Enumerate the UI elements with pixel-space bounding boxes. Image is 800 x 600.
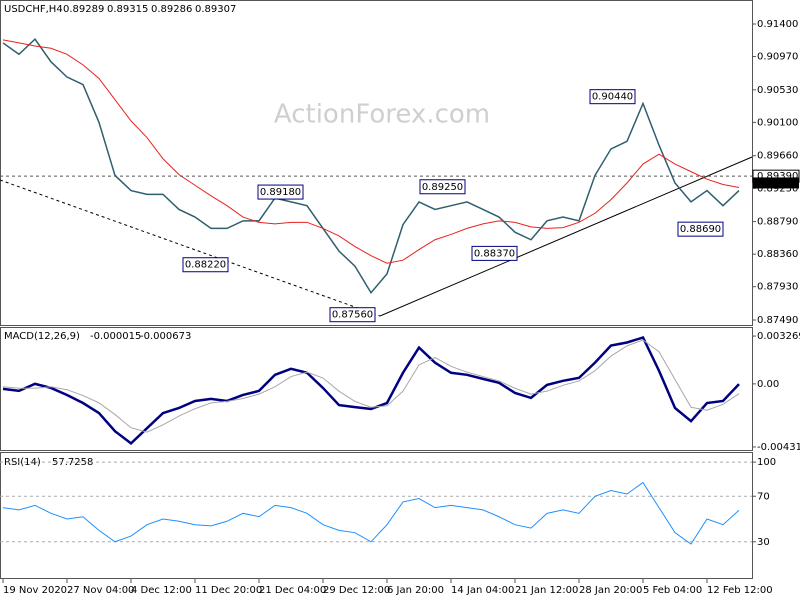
annotation-label: 0.90440 [592, 92, 633, 103]
annotation-box [419, 179, 466, 195]
y-tick-label: 0.87490 [757, 315, 798, 326]
x-tick-label: 21 Jan 12:00 [515, 585, 578, 596]
y-tick-label: 0.90970 [757, 52, 798, 63]
series-line [2, 481, 740, 545]
macd-title: MACD(12,26,9) [4, 331, 80, 342]
y-tick-label: 0.87930 [757, 282, 798, 293]
y-tick-label: 30 [757, 537, 770, 548]
level-label: 0.89390 [757, 171, 798, 182]
price-panel [0, 0, 753, 326]
annotation-label: 0.87560 [332, 310, 373, 321]
x-tick-label: 11 Dec 20:00 [195, 585, 262, 596]
signal-value: -0.000673 [140, 331, 191, 342]
y-tick-label: 0.90530 [757, 85, 798, 96]
annotation-box [471, 245, 518, 261]
annotation-box [257, 184, 304, 200]
annotation-label: 0.88370 [474, 248, 515, 259]
macd-panel [0, 327, 753, 451]
last-price-label: 0.89307 [757, 178, 798, 189]
annotation-label: 0.89250 [422, 182, 463, 193]
y-tick-label: 0.88790 [757, 217, 798, 228]
y-tick-label: 0.00 [757, 379, 779, 390]
y-tick-label: 0.89660 [757, 151, 798, 162]
symbol: USDCHF,H4 [4, 4, 63, 15]
annotation-box [589, 89, 636, 105]
x-tick-label: 14 Jan 04:00 [451, 585, 514, 596]
annotation-box [329, 307, 376, 323]
rsi-title: RSI(14) [4, 457, 41, 468]
low: 0.89286 [151, 4, 192, 15]
rsi-panel [0, 452, 753, 579]
annotation-box [182, 257, 229, 273]
series-line [2, 336, 740, 446]
y-tick-label: 100 [757, 457, 776, 468]
x-tick-label: 5 Feb 04:00 [643, 585, 702, 596]
y-tick-label: -0.004316 [757, 442, 800, 453]
annotation-label: 0.89180 [260, 187, 301, 198]
y-tick-label: 0.91400 [757, 19, 798, 30]
y-tick-label: 70 [757, 491, 770, 502]
series-line [2, 37, 740, 295]
y-tick-label: 0.003269 [757, 331, 800, 342]
x-tick-label: 29 Dec 12:00 [323, 585, 390, 596]
series-line [2, 339, 740, 433]
y-tick-label: 0.90100 [757, 117, 798, 128]
annotation-label: 0.88220 [185, 260, 226, 271]
watermark: ActionForex.com [274, 100, 490, 130]
macd-value: -0.000015 [90, 331, 141, 342]
close: 0.89307 [195, 4, 236, 15]
high: 0.89315 [107, 4, 148, 15]
x-tick-label: 19 Nov 2020 [3, 585, 67, 596]
last-price-box [753, 177, 799, 189]
annotation-label: 0.88690 [680, 224, 721, 235]
x-tick-label: 12 Feb 12:00 [707, 585, 773, 596]
x-tick-label: 4 Dec 12:00 [131, 585, 192, 596]
x-tick-label: 21 Dec 04:00 [259, 585, 326, 596]
series-line [2, 39, 740, 264]
trend-line [379, 156, 753, 317]
x-tick-label: 6 Jan 20:00 [387, 585, 444, 596]
y-tick-label: 0.89230 [757, 183, 798, 194]
trend-line [0, 179, 381, 317]
annotation-box [677, 221, 724, 237]
open: 0.89289 [63, 4, 104, 15]
x-tick-label: 27 Nov 04:00 [67, 585, 134, 596]
y-tick-label: 0.88360 [757, 249, 798, 260]
x-tick-label: 28 Jan 20:00 [579, 585, 642, 596]
